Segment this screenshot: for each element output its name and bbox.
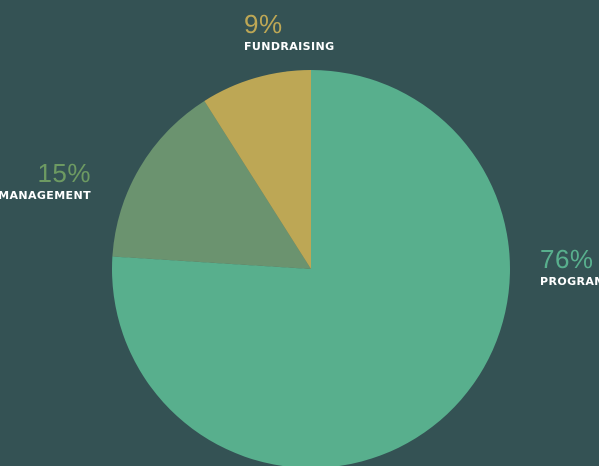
pie-slice-program — [111, 70, 510, 466]
slice-label-program: PROGRAM — [540, 275, 599, 288]
slice-percent-management: 15% — [37, 158, 91, 188]
pie-slices — [111, 70, 510, 466]
slice-percent-program: 76% — [540, 244, 594, 274]
slice-label-fundraising: FUNDRAISING — [244, 40, 335, 53]
slice-percent-fundraising: 9% — [244, 9, 283, 39]
pie-slice-fundraising — [204, 70, 311, 269]
pie-slice-management — [112, 100, 311, 269]
callout-fundraising: 9% FUNDRAISING — [244, 11, 335, 53]
callout-management: 15% MANAGEMENT — [0, 160, 91, 202]
slice-label-management: MANAGEMENT — [0, 189, 91, 202]
callout-program: 76% PROGRAM — [540, 246, 599, 288]
